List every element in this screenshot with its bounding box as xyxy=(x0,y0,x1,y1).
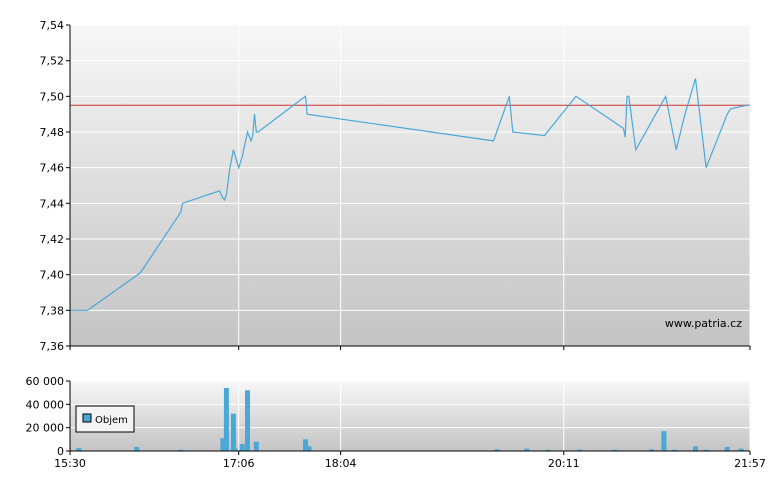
volume-x-tick-label: 15:30 xyxy=(54,457,86,470)
volume-bar xyxy=(612,449,618,451)
price-plot-background xyxy=(70,25,750,346)
price-y-ticks: 7,54 7,52 7,50 7,48 7,46 7,44 7,42 7,40 7,38 7,36 xyxy=(40,19,70,353)
volume-panel: 60 000 40 000 20 000 0 15:30 17:06 18:04 20:11… xyxy=(26,375,766,470)
volume-bar xyxy=(545,449,551,451)
volume-bar xyxy=(649,449,655,452)
price-y-tick-label: 7,52 xyxy=(40,55,65,68)
volume-bar xyxy=(76,448,82,451)
price-y-tick-label: 7,40 xyxy=(40,269,65,282)
volume-bar xyxy=(232,448,238,451)
volume-bar xyxy=(738,448,744,451)
volume-x-ticks: 15:30 17:06 18:04 20:11 21:57 xyxy=(54,451,766,470)
volume-bar xyxy=(220,438,226,451)
volume-bar xyxy=(577,449,583,451)
volume-bar xyxy=(724,446,730,451)
price-y-tick-label: 7,50 xyxy=(40,90,65,103)
volume-y-tick-label: 60 000 xyxy=(26,375,65,388)
price-y-tick-label: 7,44 xyxy=(40,197,65,210)
volume-bar xyxy=(661,431,667,451)
legend-label: Objem xyxy=(95,415,128,426)
volume-bars xyxy=(76,388,744,452)
volume-bar xyxy=(303,439,308,451)
volume-y-tick-label: 20 000 xyxy=(26,422,65,435)
volume-plot-background xyxy=(70,381,750,451)
price-y-tick-label: 7,48 xyxy=(40,126,65,139)
volume-x-tick-label: 21:57 xyxy=(734,457,766,470)
volume-legend: Objem xyxy=(75,405,135,433)
volume-y-ticks: 60 000 40 000 20 000 0 xyxy=(26,375,70,458)
volume-bar xyxy=(230,413,236,451)
volume-bar xyxy=(223,388,229,451)
volume-bar xyxy=(245,390,250,451)
volume-bar xyxy=(703,449,709,451)
price-y-tick-label: 7,42 xyxy=(40,233,65,246)
price-line-series xyxy=(70,78,750,311)
volume-bar xyxy=(524,448,530,451)
price-y-tick-label: 7,54 xyxy=(40,19,65,32)
volume-x-tick-label: 17:06 xyxy=(223,457,255,470)
volume-bar xyxy=(178,449,184,451)
volume-x-tick-label: 18:04 xyxy=(325,457,357,470)
volume-bar xyxy=(671,449,677,451)
legend-swatch-icon xyxy=(82,413,92,423)
volume-y-tick-label: 0 xyxy=(57,445,64,458)
volume-y-tick-label: 40 000 xyxy=(26,398,65,411)
price-y-tick-label: 7,46 xyxy=(40,162,65,175)
watermark-label: www.patria.cz xyxy=(665,317,742,330)
volume-bar xyxy=(239,444,245,451)
volume-bar xyxy=(253,441,259,451)
volume-bar xyxy=(494,449,500,452)
volume-bar xyxy=(306,446,312,451)
volume-bar xyxy=(134,446,140,451)
price-y-tick-label: 7,36 xyxy=(40,340,65,353)
price-y-tick-label: 7,38 xyxy=(40,304,65,317)
volume-bar xyxy=(693,446,698,451)
price-panel: 7,54 7,52 7,50 7,48 7,46 7,44 7,42 7,40 7,38 7,36… xyxy=(40,19,751,353)
volume-x-tick-label: 20:11 xyxy=(548,457,580,470)
